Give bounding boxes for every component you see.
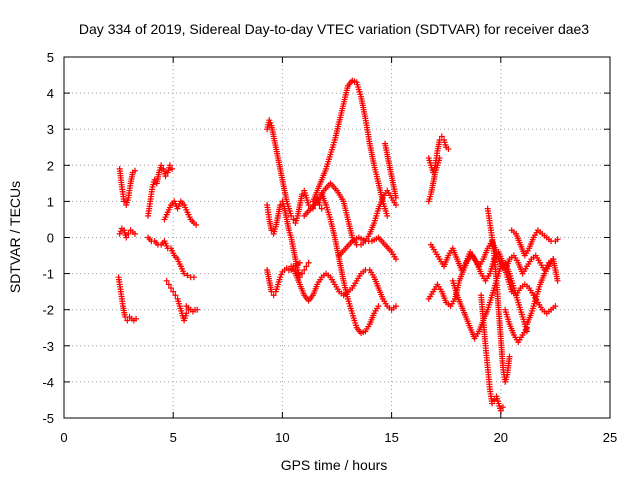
data-point xyxy=(158,162,165,169)
data-point xyxy=(183,310,190,317)
data-point xyxy=(124,317,131,324)
axis-ticks xyxy=(63,56,611,419)
data-point xyxy=(392,256,399,263)
data-point xyxy=(267,119,274,126)
data-point xyxy=(268,227,275,234)
data-point xyxy=(131,167,138,174)
data-points xyxy=(115,77,561,414)
data-point xyxy=(305,202,312,209)
data-point xyxy=(131,230,138,237)
data-point xyxy=(133,315,140,322)
data-point xyxy=(392,303,399,310)
data-point xyxy=(123,234,130,241)
data-point xyxy=(190,274,197,281)
data-point xyxy=(162,173,169,180)
data-point xyxy=(166,162,173,169)
x-tick-label: 25 xyxy=(603,430,617,445)
data-point xyxy=(299,270,306,277)
data-point xyxy=(172,292,179,299)
data-point xyxy=(116,230,123,237)
data-point xyxy=(491,396,498,403)
data-point xyxy=(499,404,506,411)
y-axis-title: SDTVAR / TECUs xyxy=(7,181,23,293)
x-tick-label: 10 xyxy=(275,430,289,445)
data-point xyxy=(270,292,277,299)
data-point xyxy=(438,133,445,140)
data-point xyxy=(163,277,170,284)
y-tick-label: 3 xyxy=(47,122,54,137)
y-tick-label: -4 xyxy=(42,375,54,390)
data-point xyxy=(194,306,201,313)
data-point xyxy=(303,263,310,270)
data-point xyxy=(299,191,306,198)
data-point xyxy=(316,202,323,209)
y-tick-label: -2 xyxy=(42,303,54,318)
data-point xyxy=(554,277,561,284)
x-tick-label: 20 xyxy=(494,430,508,445)
data-point xyxy=(301,266,308,273)
data-point xyxy=(290,216,297,223)
data-point xyxy=(121,198,128,205)
data-point xyxy=(445,146,452,153)
data-point xyxy=(117,228,124,235)
data-point xyxy=(184,272,191,279)
x-tick-label: 5 xyxy=(170,430,177,445)
y-tick-label: 4 xyxy=(47,86,54,101)
x-tick-labels: 0 5 10 15 20 25 xyxy=(60,430,617,445)
x-tick-label: 0 xyxy=(60,430,67,445)
data-point xyxy=(506,353,513,360)
data-point xyxy=(305,259,312,266)
data-point xyxy=(165,281,172,288)
y-tick-labels: -5 -4 -3 -2 -1 0 1 2 3 4 5 xyxy=(42,50,54,426)
data-point xyxy=(125,230,132,237)
data-point xyxy=(375,303,382,310)
y-tick-label: 2 xyxy=(47,158,54,173)
y-tick-label: -5 xyxy=(42,411,54,426)
chart-title: Day 334 of 2019, Sidereal Day-to-day VTE… xyxy=(79,21,589,37)
data-point xyxy=(169,165,176,172)
data-point xyxy=(552,303,559,310)
data-point xyxy=(524,324,531,331)
data-point xyxy=(296,259,303,266)
y-tick-label: 5 xyxy=(47,50,54,65)
data-point xyxy=(266,117,273,124)
data-point xyxy=(278,271,285,278)
y-tick-label: 0 xyxy=(47,231,54,246)
y-tick-label: -1 xyxy=(42,267,54,282)
data-point xyxy=(318,205,325,212)
y-tick-label: 1 xyxy=(47,194,54,209)
data-point xyxy=(392,202,399,209)
data-point xyxy=(168,285,175,292)
data-point xyxy=(170,288,177,295)
data-point xyxy=(436,155,443,162)
y-tick-label: -3 xyxy=(42,339,54,354)
data-point xyxy=(277,202,284,209)
data-point xyxy=(489,400,496,407)
x-axis-title: GPS time / hours xyxy=(281,457,388,473)
data-point xyxy=(193,221,200,228)
data-point xyxy=(384,212,391,219)
data-point xyxy=(392,194,399,201)
data-point xyxy=(277,274,284,281)
data-point xyxy=(288,212,295,219)
data-point xyxy=(181,270,188,277)
data-point xyxy=(554,236,561,243)
x-tick-label: 15 xyxy=(384,430,398,445)
